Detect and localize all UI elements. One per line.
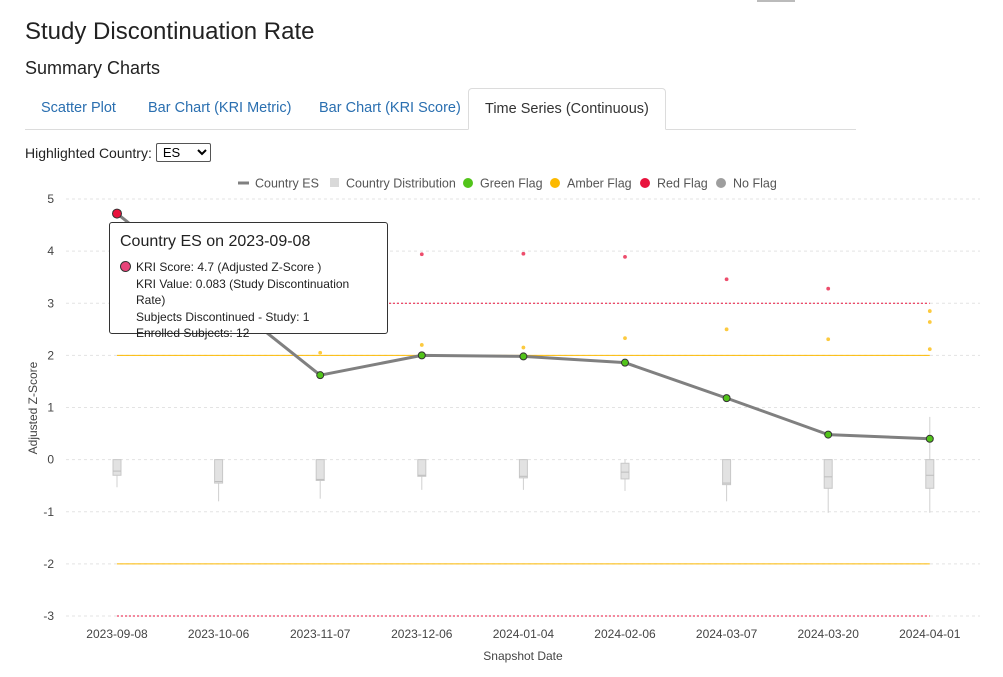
distribution-box xyxy=(925,459,935,489)
legend-item-label: Amber Flag xyxy=(567,177,632,191)
legend-dot-icon xyxy=(716,178,726,188)
legend-item-label: No Flag xyxy=(733,177,777,191)
distribution-box xyxy=(214,459,224,484)
legend-dot-icon xyxy=(463,178,473,188)
legend-item-label: Green Flag xyxy=(480,177,543,191)
series-line-country-es xyxy=(116,212,930,441)
x-tick-label: 2023-09-08 xyxy=(86,627,148,641)
legend-item-label: Country ES xyxy=(255,177,319,191)
series-point-country-es xyxy=(621,358,629,367)
x-tick-label: 2023-10-06 xyxy=(188,627,250,641)
y-tick-label: 3 xyxy=(47,296,54,310)
x-tick-label: 2023-12-06 xyxy=(391,627,453,641)
x-tick-label: 2023-11-07 xyxy=(290,627,351,641)
distribution-box xyxy=(112,459,122,476)
other-country-point xyxy=(927,319,933,325)
legend-dot-icon xyxy=(550,178,560,188)
distribution-box xyxy=(417,459,427,477)
other-country-point xyxy=(520,345,526,351)
other-country-point xyxy=(724,326,730,332)
distribution-box xyxy=(518,459,528,479)
other-country-point xyxy=(419,342,425,348)
series-point-country-es xyxy=(316,371,325,380)
x-tick-label: 2024-02-06 xyxy=(594,627,656,641)
other-country-point xyxy=(825,286,831,292)
page-subtitle: Summary Charts xyxy=(25,58,161,78)
series-point-country-es xyxy=(925,434,934,443)
legend-item-label: Country Distribution xyxy=(346,177,456,191)
tab-scatter-plot[interactable]: Scatter Plot xyxy=(41,100,116,116)
y-tick-label: 4 xyxy=(47,244,54,258)
legend-box-icon xyxy=(330,178,339,187)
x-tick-label: 2024-03-07 xyxy=(696,627,758,641)
distribution-box xyxy=(315,459,325,481)
other-country-point xyxy=(520,251,526,257)
country-selector-row: Highlighted Country: ES xyxy=(25,143,211,162)
series-point-country-es xyxy=(519,352,528,361)
y-tick-label: -2 xyxy=(43,557,54,571)
tab-time-series-continuous[interactable]: Time Series (Continuous) xyxy=(468,88,666,130)
x-axis-label: Snapshot Date xyxy=(483,649,563,663)
other-country-point xyxy=(317,350,323,356)
other-country-point xyxy=(825,336,831,342)
chart-tooltip: Country ES on 2023-09-08 KRI Score: 4.7 … xyxy=(109,222,388,340)
tab-bar-chart-kri-score[interactable]: Bar Chart (KRI Score) xyxy=(319,100,461,116)
page-title: Study Discontinuation Rate xyxy=(25,18,315,45)
y-tick-label: -3 xyxy=(43,609,54,623)
red-flag-dot-icon xyxy=(120,261,131,272)
series-point-country-es xyxy=(722,394,731,403)
y-axis-label: Adjusted Z-Score xyxy=(26,361,40,454)
series-point-country-es xyxy=(417,351,426,360)
y-tick-label: -1 xyxy=(43,505,54,519)
other-country-point xyxy=(927,308,933,314)
chart-tabs: Scatter Plot Bar Chart (KRI Metric) Bar … xyxy=(25,88,856,130)
tooltip-line-enrolled: Enrolled Subjects: 12 xyxy=(136,326,250,340)
distribution-box xyxy=(620,462,630,480)
other-country-point xyxy=(927,346,933,352)
y-tick-label: 5 xyxy=(47,192,54,206)
distribution-box xyxy=(722,459,732,486)
other-country-point xyxy=(622,335,628,341)
tooltip-kri-score: KRI Score: 4.7 (Adjusted Z-Score ) xyxy=(136,260,322,274)
tab-bar-chart-kri-metric[interactable]: Bar Chart (KRI Metric) xyxy=(148,100,292,116)
y-tick-label: 0 xyxy=(47,453,54,467)
legend-dot-icon xyxy=(640,178,650,188)
series-point-country-es xyxy=(112,208,122,219)
country-select[interactable]: ES xyxy=(155,143,211,162)
x-tick-label: 2024-01-04 xyxy=(493,627,555,641)
y-tick-label: 2 xyxy=(47,348,54,362)
x-tick-label: 2024-04-01 xyxy=(899,627,961,641)
tooltip-line-kri-score: KRI Score: 4.7 (Adjusted Z-Score ) xyxy=(120,259,377,276)
distribution-box xyxy=(823,459,833,489)
other-country-point xyxy=(419,251,425,257)
x-tick-label: 2024-03-20 xyxy=(798,627,860,641)
legend-item-label: Red Flag xyxy=(657,177,708,191)
y-tick-label: 1 xyxy=(47,401,54,415)
series-point-country-es xyxy=(824,430,833,439)
other-country-point xyxy=(724,276,730,282)
country-select-label: Highlighted Country: xyxy=(25,144,152,161)
other-country-point xyxy=(622,254,628,260)
tooltip-line-kri-value: KRI Value: 0.083 (Study Discontinuation … xyxy=(136,276,350,308)
tooltip-title: Country ES on 2023-09-08 xyxy=(120,233,311,250)
top-scroll-handle xyxy=(757,0,795,2)
tooltip-line-discontinued: Subjects Discontinued - Study: 1 xyxy=(136,309,310,324)
chart-legend: Country ES Country Distribution Green Flag… xyxy=(238,177,777,191)
